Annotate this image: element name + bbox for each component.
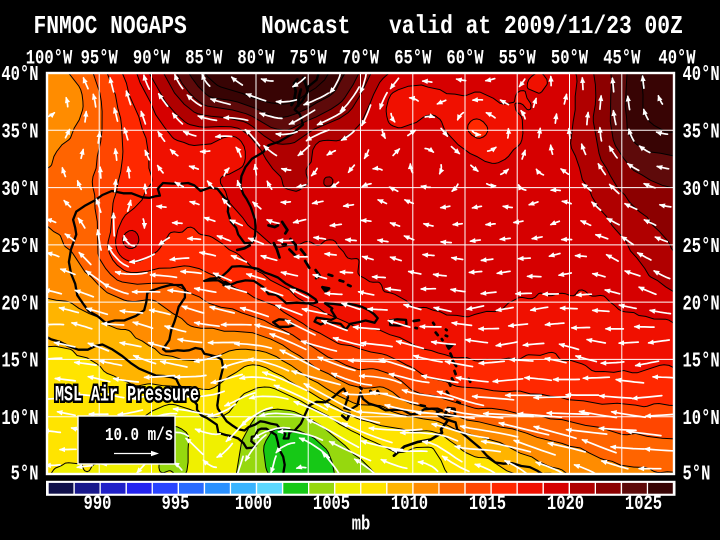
svg-text:40°N: 40°N bbox=[683, 62, 720, 87]
svg-text:10°N: 10°N bbox=[1, 405, 38, 430]
svg-text:35°N: 35°N bbox=[1, 119, 38, 144]
svg-text:30°N: 30°N bbox=[1, 176, 38, 201]
svg-text:45°W: 45°W bbox=[603, 48, 640, 70]
svg-text:40°W: 40°W bbox=[658, 48, 695, 70]
svg-text:1005: 1005 bbox=[313, 493, 350, 515]
svg-text:40°N: 40°N bbox=[1, 62, 38, 87]
svg-text:10.0 m/s: 10.0 m/s bbox=[105, 424, 173, 445]
svg-text:mb: mb bbox=[352, 514, 371, 536]
svg-text:65°W: 65°W bbox=[394, 48, 431, 70]
svg-text:60°W: 60°W bbox=[446, 48, 483, 70]
svg-text:100°W: 100°W bbox=[26, 48, 73, 70]
svg-text:15°N: 15°N bbox=[1, 348, 38, 373]
svg-text:990: 990 bbox=[84, 493, 112, 515]
svg-text:5°N: 5°N bbox=[683, 461, 711, 486]
svg-text:80°W: 80°W bbox=[237, 48, 274, 70]
svg-text:valid at 2009/11/23 00Z: valid at 2009/11/23 00Z bbox=[389, 12, 683, 41]
svg-text:85°W: 85°W bbox=[185, 48, 222, 70]
svg-text:95°W: 95°W bbox=[81, 48, 118, 70]
svg-text:FNMOC NOGAPS: FNMOC NOGAPS bbox=[34, 12, 187, 41]
svg-text:5°N: 5°N bbox=[11, 461, 39, 486]
svg-text:75°W: 75°W bbox=[290, 48, 327, 70]
svg-text:20°N: 20°N bbox=[1, 291, 38, 316]
svg-text:50°W: 50°W bbox=[551, 48, 588, 70]
svg-text:MSL Air Pressure: MSL Air Pressure bbox=[55, 382, 199, 408]
svg-text:1000: 1000 bbox=[235, 493, 272, 515]
svg-text:1020: 1020 bbox=[547, 493, 584, 515]
svg-text:25°N: 25°N bbox=[1, 234, 38, 259]
svg-text:35°N: 35°N bbox=[683, 119, 720, 144]
svg-text:1010: 1010 bbox=[391, 493, 428, 515]
svg-text:15°N: 15°N bbox=[683, 348, 720, 373]
svg-text:70°W: 70°W bbox=[342, 48, 379, 70]
svg-text:10°N: 10°N bbox=[683, 405, 720, 430]
svg-text:55°W: 55°W bbox=[499, 48, 536, 70]
svg-text:Nowcast: Nowcast bbox=[261, 12, 350, 41]
svg-text:1015: 1015 bbox=[469, 493, 506, 515]
svg-text:1025: 1025 bbox=[625, 493, 662, 515]
svg-text:30°N: 30°N bbox=[683, 176, 720, 201]
svg-text:90°W: 90°W bbox=[133, 48, 170, 70]
svg-text:25°N: 25°N bbox=[683, 234, 720, 259]
svg-text:995: 995 bbox=[162, 493, 190, 515]
svg-text:20°N: 20°N bbox=[683, 291, 720, 316]
